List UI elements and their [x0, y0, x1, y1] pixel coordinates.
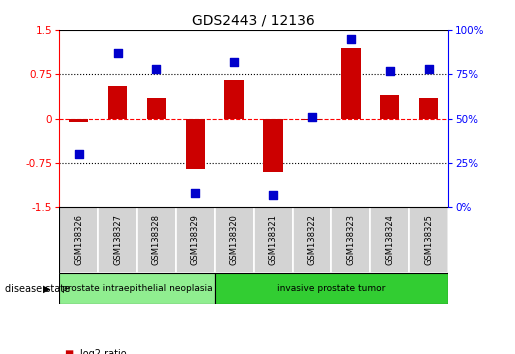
Bar [370, 207, 409, 273]
Point [113, 50, 122, 56]
Point [424, 66, 433, 72]
Bar [59, 273, 215, 304]
Text: prostate intraepithelial neoplasia: prostate intraepithelial neoplasia [62, 284, 212, 293]
Bar [147, 98, 166, 119]
Bar [263, 119, 283, 172]
Point [269, 192, 277, 198]
Text: log2 ratio: log2 ratio [80, 349, 127, 354]
Point [347, 36, 355, 42]
Text: GSM138324: GSM138324 [385, 215, 394, 265]
Text: GSM138321: GSM138321 [269, 215, 278, 265]
Bar [215, 207, 253, 273]
Point [308, 114, 316, 120]
Text: GSM138325: GSM138325 [424, 215, 433, 265]
Bar [215, 273, 448, 304]
Bar [59, 207, 98, 273]
Point [191, 190, 199, 196]
Bar [253, 207, 293, 273]
Text: invasive prostate tumor: invasive prostate tumor [277, 284, 386, 293]
Bar [185, 119, 205, 169]
Bar [302, 119, 322, 120]
Text: disease state: disease state [5, 284, 70, 293]
Bar [419, 98, 438, 119]
Bar [176, 207, 215, 273]
Bar [293, 207, 332, 273]
Text: ▶: ▶ [43, 284, 50, 293]
Point [152, 66, 161, 72]
Point [75, 151, 83, 157]
Point [230, 59, 238, 65]
Bar [108, 86, 127, 119]
Text: GSM138322: GSM138322 [307, 215, 316, 265]
Text: ■: ■ [64, 349, 74, 354]
Point [386, 68, 394, 74]
Text: GSM138326: GSM138326 [74, 214, 83, 266]
Bar [69, 119, 89, 121]
Text: GSM138320: GSM138320 [230, 215, 238, 265]
Text: GSM138323: GSM138323 [347, 214, 355, 266]
Bar [225, 80, 244, 119]
Text: GSM138327: GSM138327 [113, 214, 122, 266]
Bar [409, 207, 448, 273]
Title: GDS2443 / 12136: GDS2443 / 12136 [192, 13, 315, 28]
Text: GSM138329: GSM138329 [191, 215, 200, 265]
Text: GSM138328: GSM138328 [152, 214, 161, 266]
Bar [137, 207, 176, 273]
Bar [341, 48, 360, 119]
Bar [98, 207, 137, 273]
Bar [380, 95, 400, 119]
Bar [332, 207, 370, 273]
